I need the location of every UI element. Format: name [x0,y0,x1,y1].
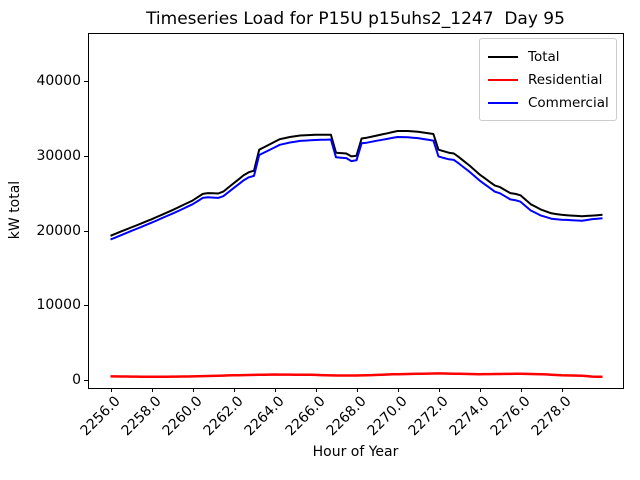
axes-spines [88,33,624,389]
y-tick-label: 30000 [36,147,81,164]
total-line-swatch [488,55,518,58]
residential-line [110,372,603,379]
total-line [110,130,603,237]
legend-label-commercial: Commercial [528,94,609,111]
x-axis-label: Hour of Year [312,444,399,460]
legend-item-residential: Residential [488,68,608,91]
y-tick-label: 10000 [36,297,81,314]
legend-label-total: Total [528,48,560,65]
commercial-line-swatch [488,101,518,104]
y-tick-label: 20000 [36,222,81,239]
legend-item-commercial: Commercial [488,91,609,114]
legend: Total Residential Commercial [479,38,617,121]
residential-line-swatch [488,78,518,81]
commercial-line [110,136,603,241]
y-tick-label: 40000 [36,72,81,89]
y-axis-label: kW total [7,180,23,240]
chart-title: Timeseries Load for P15U p15uhs2_1247 Da… [146,9,565,29]
legend-item-total: Total [488,45,608,68]
y-tick-label: 0 [72,372,81,389]
legend-label-residential: Residential [528,71,603,88]
